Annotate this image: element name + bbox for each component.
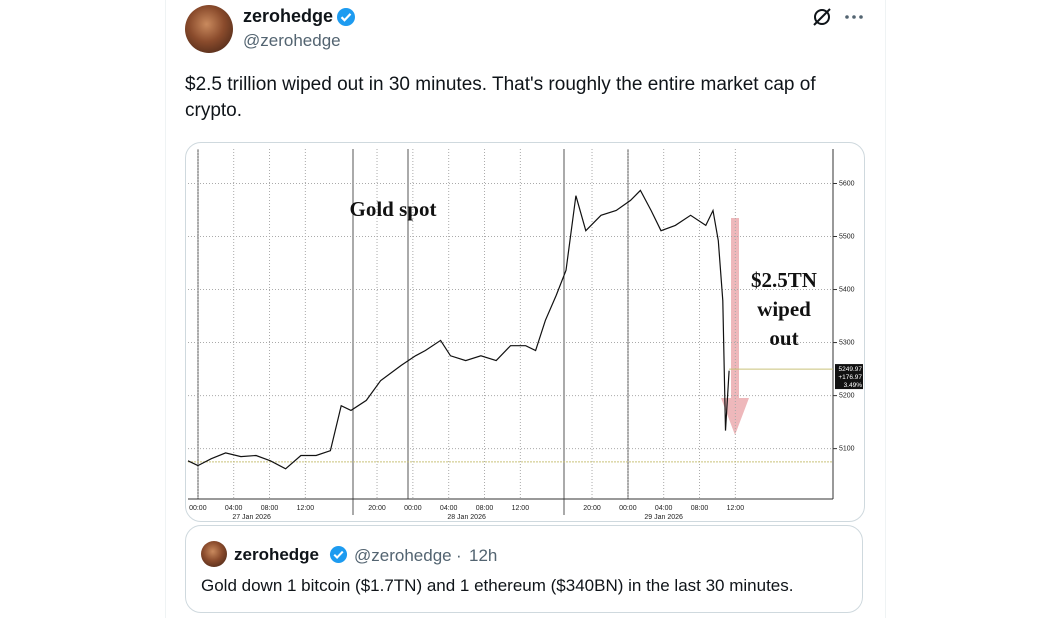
quote-text: Gold down 1 bitcoin ($1.7TN) and 1 ether…	[201, 576, 794, 595]
x-tick-label: 08:00	[261, 505, 279, 512]
x-tick-label: 12:00	[727, 505, 745, 512]
verified-badge	[329, 545, 348, 564]
author-handle[interactable]: @zerohedge	[243, 31, 341, 50]
tweet-column	[165, 0, 886, 618]
x-tick-label: 08:00	[476, 505, 494, 512]
y-tick-label: 5400	[839, 286, 855, 293]
price-label: 5249.97	[839, 366, 863, 373]
price-label-box	[835, 364, 863, 390]
chart: Gold spot 5100 5200 5300 5400 5500 5600 00:00 0…	[187, 149, 863, 521]
avatar[interactable]	[185, 5, 233, 53]
y-tick-label: 5500	[839, 233, 855, 240]
y-tick-label: 5300	[839, 339, 855, 346]
annotation: out	[769, 326, 798, 350]
quote-time: 12h	[469, 546, 498, 565]
x-tick-label: 04:00	[655, 505, 673, 512]
date-label: 27 Jan 2026	[232, 514, 271, 521]
date-label: 29 Jan 2026	[644, 514, 683, 521]
annotation: wiped	[757, 297, 811, 321]
x-tick-label: 12:00	[512, 505, 530, 512]
quote-separator: ·	[456, 546, 462, 565]
x-tick-label: 12:00	[297, 505, 315, 512]
quote-avatar	[201, 541, 227, 567]
y-tick-label: 5100	[839, 445, 855, 452]
y-tick-label: 5600	[839, 180, 855, 187]
x-tick-label: 04:00	[440, 505, 458, 512]
more-icon[interactable]	[842, 5, 866, 29]
date-label: 28 Jan 2026	[447, 514, 486, 521]
price-line	[187, 189, 730, 470]
annotation: $2.5TN	[751, 268, 817, 292]
y-tick-label: 5200	[839, 392, 855, 399]
price-label: 3.49%	[844, 382, 863, 389]
grok-icon[interactable]	[810, 5, 834, 29]
price-label: +176.97	[838, 374, 862, 381]
x-tick-label: 20:00	[583, 505, 601, 512]
x-tick-label: 00:00	[189, 505, 207, 512]
x-tick-label: 20:00	[368, 505, 386, 512]
x-tick-label: 00:00	[404, 505, 422, 512]
quote-handle: @zerohedge	[354, 546, 452, 565]
author-name[interactable]: zerohedge	[243, 6, 334, 26]
chart-image[interactable]: Gold spot 5100 5200 5300 5400 5500 5600 00:00 0…	[185, 142, 865, 522]
x-tick-label: 08:00	[691, 505, 709, 512]
x-tick-label: 04:00	[225, 505, 243, 512]
verified-badge	[337, 8, 355, 26]
x-tick-label: 00:00	[619, 505, 637, 512]
quote-name: zerohedge	[234, 545, 320, 564]
chart-title: Gold spot	[350, 197, 437, 221]
tweet-text: $2.5 trillion wiped out in 30 minutes. T…	[185, 74, 816, 121]
quote-tweet[interactable]: zerohedge @zerohedge · 12h Gold down 1 b…	[185, 525, 863, 613]
